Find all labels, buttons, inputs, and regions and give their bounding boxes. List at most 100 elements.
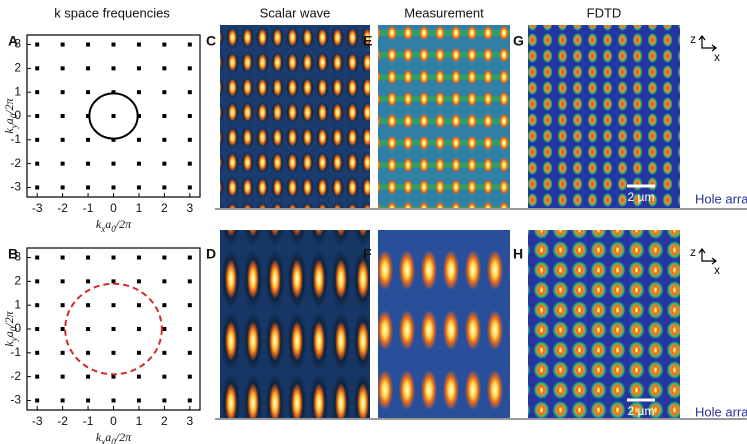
- lattice-point: [60, 66, 65, 71]
- lattice-point: [60, 137, 65, 142]
- lattice-point: [86, 90, 91, 95]
- lattice-point: [111, 185, 116, 190]
- lattice-point: [60, 185, 65, 190]
- lattice-point: [60, 90, 65, 95]
- axes-arrows: [698, 35, 717, 52]
- axes-arrows: [698, 248, 717, 265]
- x-tick-label: 0: [110, 201, 117, 215]
- axis-label-part: x: [100, 437, 105, 444]
- panel-label: G: [513, 33, 524, 49]
- lattice-point: [111, 350, 116, 355]
- lattice-point: [111, 161, 116, 166]
- lattice-point: [187, 327, 192, 331]
- tag: Hole array: [695, 404, 747, 419]
- axis-label-part: 0: [9, 326, 19, 331]
- panel-label: H: [513, 246, 523, 262]
- lattice-point: [187, 42, 192, 47]
- lattice-point: [86, 66, 91, 71]
- axis-label-part: a: [2, 118, 16, 124]
- frequency-circle: [88, 92, 139, 140]
- lattice-point: [162, 161, 167, 166]
- lattice-point: [35, 137, 40, 142]
- axis-label-part: /2π: [2, 97, 16, 114]
- x-tick-label: -3: [32, 414, 43, 428]
- lattice-point: [111, 90, 116, 95]
- lattice-point: [162, 327, 167, 331]
- x-axis-label: kxa0/2π: [96, 430, 132, 444]
- axis-label-part: a: [105, 430, 111, 444]
- y-tick-label: -2: [10, 156, 21, 170]
- y-tick-label: 0: [14, 321, 21, 335]
- lattice-point: [187, 303, 192, 308]
- panel-label: F: [363, 246, 372, 262]
- y-tick-label: 1: [14, 297, 21, 311]
- axis-label-part: 0: [111, 224, 116, 234]
- lattice-point: [136, 374, 141, 379]
- lattice-point: [136, 255, 141, 260]
- lattice-point: [35, 327, 40, 331]
- lattice-point: [86, 185, 91, 190]
- lattice-point: [60, 114, 65, 118]
- scalar-image: [220, 230, 370, 418]
- lattice-point: [111, 279, 116, 284]
- lattice-point: [162, 255, 167, 260]
- lattice-point: [162, 42, 167, 47]
- measurement-image: [378, 25, 510, 208]
- axis-label-part: /2π: [115, 217, 132, 231]
- tag: Hole array: [695, 191, 747, 206]
- column-title: k space frequencies: [54, 5, 170, 20]
- lattice-point: [111, 255, 116, 260]
- lattice-point: [162, 137, 167, 142]
- lattice-point: [35, 303, 40, 308]
- lattice-point: [136, 42, 141, 47]
- lattice-point: [86, 255, 91, 260]
- axis-name: z: [690, 32, 696, 46]
- y-axis-label: kya0/2π: [2, 97, 19, 133]
- lattice-point: [35, 161, 40, 166]
- x-tick-label: 1: [136, 414, 143, 428]
- lattice-point: [111, 137, 116, 142]
- lattice-point: [35, 398, 40, 403]
- lattice-point: [187, 398, 192, 403]
- y-tick-label: -1: [10, 345, 21, 359]
- lattice-point: [35, 374, 40, 379]
- panel-label: E: [363, 33, 372, 49]
- lattice-point: [111, 42, 116, 47]
- fdtd-image: [528, 25, 680, 208]
- lattice-point: [35, 114, 40, 118]
- fdtd-image: [528, 230, 680, 418]
- x-tick-label: -2: [57, 201, 68, 215]
- lattice-point: [60, 279, 65, 284]
- lattice-point: [60, 303, 65, 308]
- scalar-image: [220, 25, 370, 208]
- lattice-point: [60, 42, 65, 47]
- axis-label-part: /2π: [115, 430, 132, 444]
- lattice-point: [187, 161, 192, 166]
- axis-name: x: [714, 263, 720, 277]
- lattice-point: [86, 114, 91, 118]
- axis-label-part: y: [9, 337, 19, 342]
- y-tick-label: -1: [10, 132, 21, 146]
- lattice-point: [136, 279, 141, 284]
- lattice-point: [187, 137, 192, 142]
- lattice-point: [86, 303, 91, 308]
- lattice-point: [187, 255, 192, 260]
- panel-label: B: [8, 246, 18, 262]
- lattice-point: [35, 185, 40, 190]
- lattice-point: [162, 90, 167, 95]
- lattice-point: [111, 327, 116, 331]
- y-tick-label: 3: [14, 250, 21, 264]
- images: [215, 25, 747, 420]
- axis-label-part: x: [100, 224, 105, 234]
- lattice-point: [136, 303, 141, 308]
- lattice-point: [187, 374, 192, 379]
- y-tick-label: -3: [10, 393, 21, 407]
- lattice-point: [86, 161, 91, 166]
- column-title: FDTD: [587, 5, 622, 20]
- lattice-point: [111, 398, 116, 403]
- y-tick-label: 3: [14, 37, 21, 51]
- lattice-point: [86, 42, 91, 47]
- lattice-point: [86, 279, 91, 284]
- lattice-point: [35, 90, 40, 95]
- lattice-point: [86, 350, 91, 355]
